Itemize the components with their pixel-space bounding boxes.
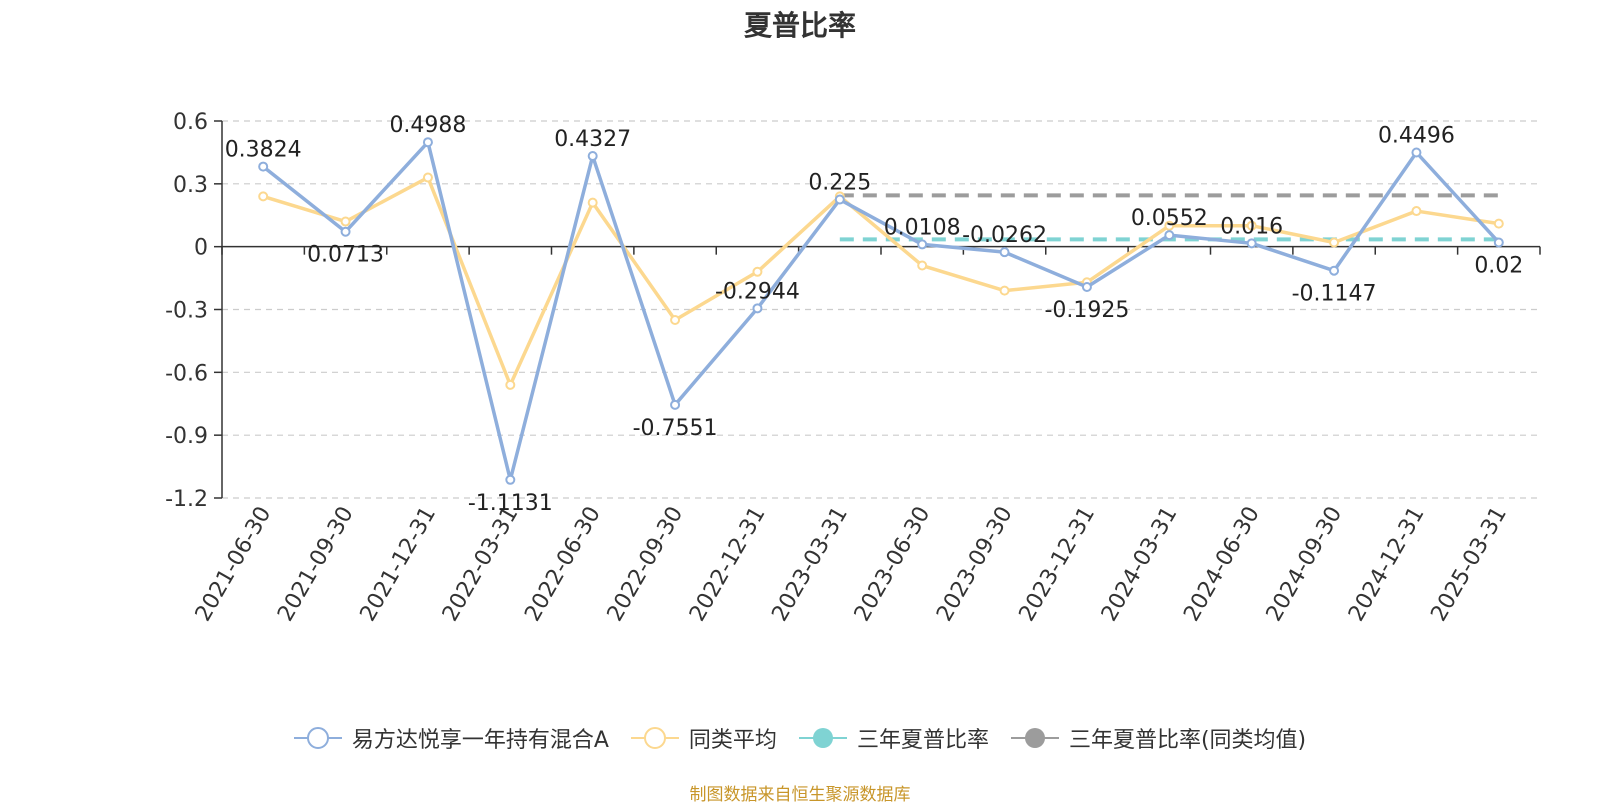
data-label: -0.2944: [715, 279, 800, 304]
data-point: [505, 379, 516, 390]
chart-title: 夏普比率: [743, 9, 856, 42]
data-point: [1493, 237, 1504, 248]
x-tick-label: 2024-06-30: [1179, 503, 1265, 626]
legend-item-3y-sharpe-peer[interactable]: 三年夏普比率(同类均值): [1010, 722, 1307, 754]
data-label: -0.0262: [962, 223, 1047, 248]
data-label: -1.1131: [468, 491, 553, 516]
data-label: 0.4988: [389, 113, 466, 138]
legend-item-fund[interactable]: 易方达悦享一年持有混合A: [293, 722, 609, 754]
data-point: [1411, 147, 1422, 158]
legend-item-3y-sharpe[interactable]: 三年夏普比率: [798, 722, 989, 754]
data-point: [505, 474, 516, 485]
x-tick-label: 2022-12-31: [685, 503, 771, 626]
data-point: [1246, 238, 1257, 249]
x-tick-label: 2023-12-31: [1015, 503, 1101, 626]
data-label: 0.0713: [307, 243, 384, 268]
x-tick-label: 2022-06-30: [520, 503, 606, 626]
data-point: [752, 303, 763, 314]
data-point: [999, 247, 1010, 258]
x-tick-label: 2023-09-30: [932, 503, 1018, 626]
data-point: [1411, 206, 1422, 217]
data-point: [999, 285, 1010, 296]
x-tick-label: 2023-03-31: [767, 503, 853, 626]
data-point: [1164, 220, 1175, 231]
legend-circle-icon: [293, 727, 342, 749]
data-point: [670, 314, 681, 325]
data-label: 0.02: [1474, 253, 1523, 278]
data-point: [1493, 218, 1504, 229]
data-label: 0.4496: [1378, 124, 1455, 149]
legend-filled-circle-icon: [1010, 728, 1059, 748]
x-tick-label: 2023-06-30: [850, 503, 936, 626]
data-labels: 0.3824 0.0713 0.4988 -1.1131 0.4327 -0.7551 -0…: [225, 113, 1524, 516]
y-tick-label: -0.9: [165, 424, 208, 449]
data-label: 0.3824: [225, 138, 302, 163]
legend-label: 同类平均: [688, 728, 777, 753]
y-tick-label: -0.3: [165, 299, 208, 324]
data-point: [1246, 220, 1257, 231]
data-point: [587, 197, 598, 208]
legend-item-peer-average[interactable]: 同类平均: [630, 722, 777, 754]
data-point: [1329, 265, 1340, 276]
series-lines: [258, 137, 1504, 485]
x-tick-label: 2022-09-30: [603, 503, 689, 626]
data-label: 0.0108: [884, 215, 961, 240]
y-tick-label: 0.3: [173, 173, 208, 198]
x-tick-label: 2024-09-30: [1262, 503, 1348, 626]
legend-label: 三年夏普比率(同类均值): [1068, 728, 1307, 753]
data-point: [1329, 237, 1340, 248]
data-label: 0.4327: [554, 127, 631, 152]
data-label: -0.7551: [633, 416, 718, 441]
legend-filled-circle-icon: [798, 728, 847, 748]
legend-label: 易方达悦享一年持有混合A: [351, 728, 609, 753]
data-point: [258, 191, 269, 202]
x-tick-label: 2021-12-31: [356, 503, 442, 626]
data-label: 0.0552: [1131, 206, 1208, 231]
data-point: [917, 260, 928, 271]
data-point: [340, 226, 351, 237]
series-line: [262, 140, 1501, 482]
data-point: [422, 137, 433, 148]
y-tick-label: 0: [194, 236, 208, 261]
data-point: [1081, 281, 1092, 292]
legend: 易方达悦享一年持有混合A 同类平均 三年夏普比率 三年夏普比率(同类均值): [0, 722, 1600, 754]
data-point: [670, 399, 681, 410]
y-tick-label: -0.6: [165, 361, 208, 386]
data-point: [340, 216, 351, 227]
source-note: 制图数据来自恒生聚源数据库: [689, 785, 911, 805]
x-tick-label: 2021-09-30: [273, 503, 359, 626]
y-tick-label: 0.6: [173, 110, 208, 135]
data-point: [1164, 230, 1175, 241]
data-point: [422, 172, 433, 183]
data-label: -0.1925: [1044, 298, 1129, 323]
x-tick-label: 2022-03-31: [438, 503, 524, 626]
data-point: [834, 194, 845, 205]
x-tick-label: 2025-03-31: [1426, 503, 1512, 626]
sharpe-ratio-chart: 0.6 0.3 0 -0.3 -0.6 -0.9 -1.22021-06-302021-09…: [165, 110, 1541, 626]
data-point: [258, 161, 269, 172]
grid-lines: [222, 120, 1540, 499]
x-tick-label: 2024-03-31: [1097, 503, 1183, 626]
x-tick-label: 2021-06-30: [191, 503, 277, 626]
series-line: [262, 175, 1500, 387]
legend-label: 三年夏普比率: [856, 728, 989, 753]
data-label: -0.1147: [1292, 282, 1377, 307]
data-point: [917, 239, 928, 250]
data-label: 0.225: [808, 171, 871, 196]
x-tick-label: 2024-12-31: [1344, 503, 1430, 626]
legend-circle-icon: [630, 727, 679, 749]
data-point: [587, 151, 598, 162]
data-point: [752, 266, 763, 277]
data-label: 0.016: [1220, 214, 1283, 239]
y-tick-label: -1.2: [165, 487, 208, 512]
